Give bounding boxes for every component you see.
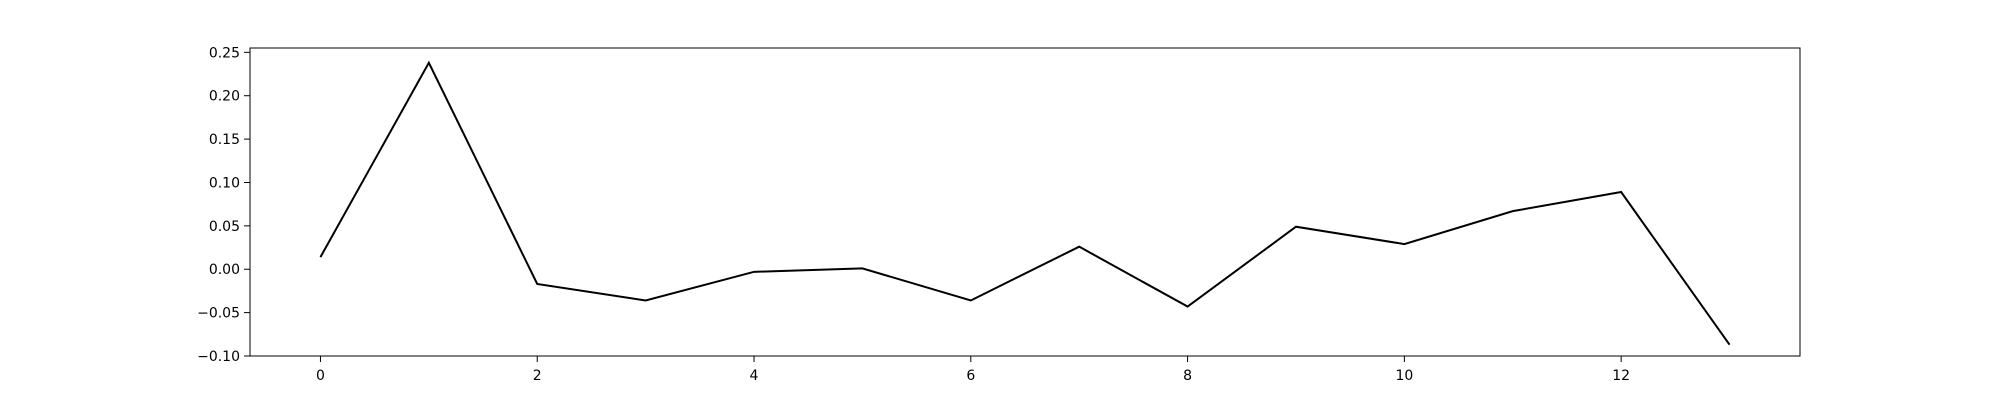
x-tick-label: 4	[750, 368, 759, 384]
y-tick-label: 0.20	[209, 89, 240, 105]
y-tick-label: −0.05	[197, 306, 240, 322]
x-tick-label: 12	[1612, 368, 1630, 384]
y-tick-label: 0.10	[209, 175, 240, 191]
x-tick-label: 0	[316, 368, 325, 384]
series-line	[319, 60, 1731, 346]
y-axis: −0.10 −0.05 0.00 0.05 0.10 0.15 0.20 0.25	[197, 45, 250, 365]
y-tick-label: 0.05	[209, 219, 240, 235]
x-tick-label: 2	[533, 368, 542, 384]
y-tick-label: −0.10	[197, 349, 240, 365]
plot-area	[250, 48, 1800, 356]
x-tick-label: 10	[1395, 368, 1413, 384]
x-tick-label: 8	[1183, 368, 1192, 384]
y-tick-label: 0.15	[209, 132, 240, 148]
y-tick-label: 0.00	[209, 262, 240, 278]
y-tick-label: 0.25	[209, 45, 240, 61]
plot-frame	[249, 47, 1801, 357]
x-axis: 0 2 4 6 8 10 12	[316, 356, 1630, 384]
x-tick-label: 6	[966, 368, 975, 384]
series-layer	[319, 60, 1731, 346]
